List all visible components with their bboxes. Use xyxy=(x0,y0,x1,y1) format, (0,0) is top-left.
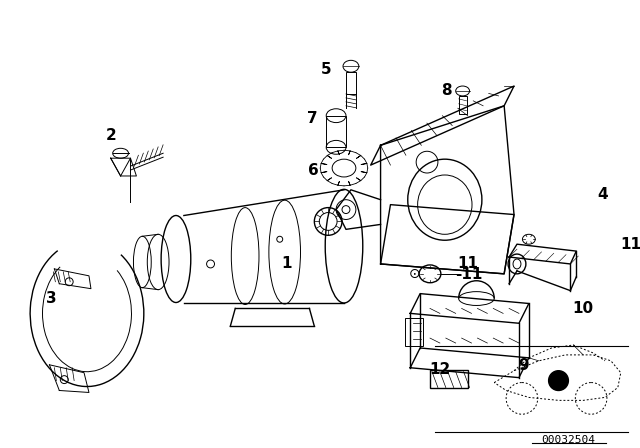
Text: -11: -11 xyxy=(454,267,482,282)
Text: ⊙: ⊙ xyxy=(408,267,420,281)
Circle shape xyxy=(548,370,568,391)
Bar xyxy=(459,96,467,114)
Text: 11: 11 xyxy=(620,237,640,252)
Polygon shape xyxy=(410,293,529,323)
Text: 7: 7 xyxy=(307,111,317,126)
Text: 1: 1 xyxy=(282,256,292,271)
Text: 2: 2 xyxy=(106,128,116,143)
Text: 8: 8 xyxy=(442,83,452,99)
Text: 3: 3 xyxy=(46,291,57,306)
Bar xyxy=(346,72,356,94)
Text: 9: 9 xyxy=(518,358,529,373)
Text: 12: 12 xyxy=(429,362,451,377)
Text: 4: 4 xyxy=(598,187,608,202)
Polygon shape xyxy=(381,106,514,274)
Text: 5: 5 xyxy=(321,62,332,77)
Bar xyxy=(430,370,468,388)
Bar xyxy=(405,319,423,346)
Text: 11: 11 xyxy=(457,256,478,271)
Polygon shape xyxy=(509,244,576,264)
Text: 6: 6 xyxy=(308,163,319,177)
Text: 00032504: 00032504 xyxy=(541,435,595,445)
Polygon shape xyxy=(371,86,514,165)
Bar xyxy=(326,116,346,147)
Text: 10: 10 xyxy=(573,301,594,316)
